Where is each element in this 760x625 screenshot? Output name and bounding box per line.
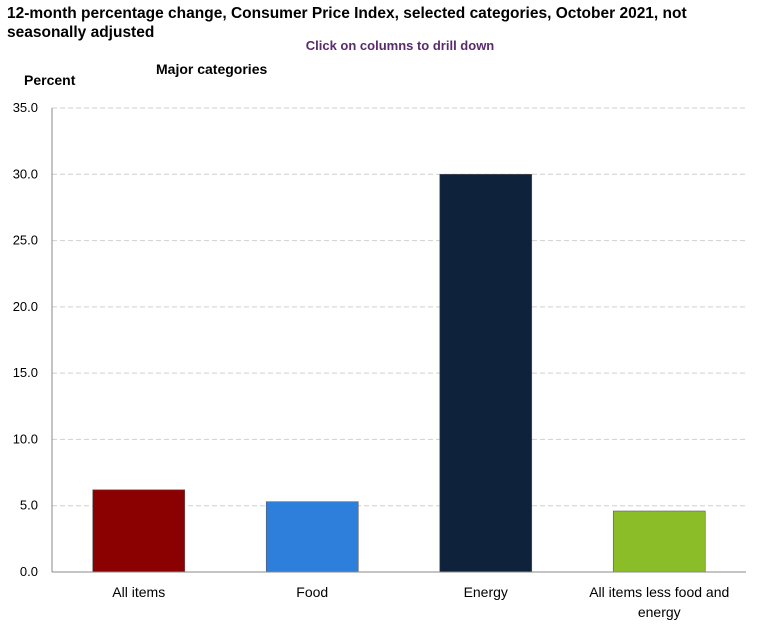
axes <box>51 108 746 573</box>
chart-subtitle: Major categories <box>156 61 268 77</box>
x-category-label: All items less food and energy <box>589 584 729 620</box>
bar-all-items-less-food-and-energy[interactable] <box>612 510 706 573</box>
x-category-label: Food <box>296 584 328 600</box>
y-axis-label: Percent <box>24 72 76 88</box>
bar-energy[interactable] <box>439 173 533 573</box>
y-tick-label: 20.0 <box>13 299 38 314</box>
x-axis-labels: All items Food Energy All items less food a… <box>112 584 729 620</box>
gridlines <box>52 107 746 507</box>
y-tick-label: 15.0 <box>13 365 38 380</box>
bar-all-items[interactable] <box>92 489 186 573</box>
y-axis-ticks: 0.0 5.0 10.0 15.0 20.0 25.0 30.0 35.0 <box>13 100 38 579</box>
y-tick-label: 0.0 <box>20 564 38 579</box>
y-tick-label: 5.0 <box>20 498 38 513</box>
y-tick-label: 30.0 <box>13 166 38 181</box>
bar-food[interactable] <box>265 501 359 573</box>
x-category-label: Energy <box>464 584 508 600</box>
bars <box>92 173 706 573</box>
y-tick-label: 25.0 <box>13 233 38 248</box>
chart-title: 12-month percentage change, Consumer Pri… <box>7 5 687 41</box>
y-tick-label: 35.0 <box>13 100 38 115</box>
y-tick-label: 10.0 <box>13 431 38 446</box>
x-category-label: All items <box>112 584 165 600</box>
drill-down-instruction: Click on columns to drill down <box>305 38 495 53</box>
